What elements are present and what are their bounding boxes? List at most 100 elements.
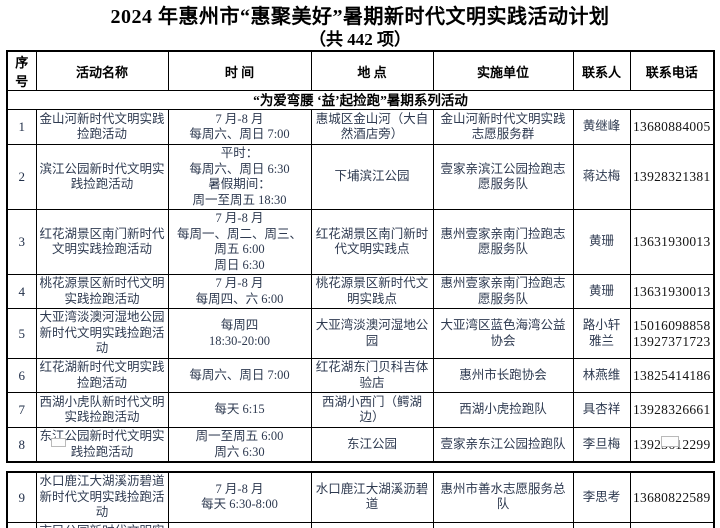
- table-row: 7 西湖小虎队新时代文明实践捡跑活动 每天 6:15 西湖小西门（鳄湖边） 西湖小虎捡跑…: [6, 392, 715, 428]
- table-row: 5 大亚湾淡澳河湿地公园新时代文明实践捡跑活动 每周四 18:30-20:00 大亚湾…: [6, 308, 715, 359]
- cell-place: 下埔滨江公园: [310, 144, 434, 210]
- cell-contact: 林燕维: [572, 358, 631, 393]
- table-row: 9 水口鹿江大湖溪沥碧道新时代文明实践捡跑活动 7 月-8 月 每天 6:30-8:…: [6, 471, 715, 523]
- table-body-continued: 9 水口鹿江大湖溪沥碧道新时代文明实践捡跑活动 7 月-8 月 每天 6:30-8:…: [6, 471, 715, 528]
- cell-phone: 13928358819: [629, 521, 715, 528]
- activity-table-continued: 9 水口鹿江大湖溪沥碧道新时代文明实践捡跑活动 7 月-8 月 每天 6:30-8:…: [6, 471, 715, 528]
- cell-phone: 13923612299: [629, 427, 715, 463]
- cell-time: 每天 18:00-19:30: [167, 521, 312, 528]
- cell-activity-name: 西湖小虎队新时代文明实践捡跑活动: [35, 392, 169, 428]
- cell-unit: 金山河新时代文明实践志愿服务群: [432, 109, 574, 145]
- cell-time: 7 月-8 月 每周四、六 6:00: [167, 274, 312, 309]
- cell-phone: 13631930013: [629, 274, 715, 309]
- cell-phone: 13928326661: [629, 392, 715, 428]
- cell-activity-name: 金山河新时代文明实践捡跑活动: [35, 109, 169, 145]
- cell-time: 周一至周五 6:00 周六 6:30: [167, 427, 312, 463]
- cell-unit: 惠州市长跑协会: [432, 358, 574, 393]
- cell-time: 7 月-8 月 每周一、周二、周三、 周五 6:00 周日 6:30: [167, 209, 312, 275]
- col-header-time: 时 间: [167, 50, 312, 91]
- cell-time: 7 月-8 月 每周六、周日 7:00: [167, 109, 312, 145]
- cell-unit: 西湖小虎捡跑队: [432, 392, 574, 428]
- cell-place: 惠城区金山河（大自然酒店旁）: [310, 109, 434, 145]
- table-row: 2 滨江公园新时代文明实践捡跑活动 平时： 每周六、周日 6:30 暑假期间： 周一…: [6, 144, 715, 210]
- cell-contact: 黄珊: [572, 209, 631, 275]
- cell-contact: 郑晓炀: [572, 521, 631, 528]
- col-header-no: 序号: [6, 50, 37, 91]
- cell-unit: 大亚湾区蓝色海湾公益协会: [432, 308, 574, 359]
- cell-phone: 13631930013: [629, 209, 715, 275]
- header-row: 序号 活动名称 时 间 地 点 实施单位 联系人 联系电话: [6, 50, 715, 91]
- title-line-2: （共 442 项）: [309, 30, 411, 49]
- cell-contact: 蒋达梅: [572, 144, 631, 210]
- cell-contact: 李旦梅: [572, 427, 631, 463]
- col-header-phone: 联系电话: [629, 50, 715, 91]
- title-line-1: 2024 年惠州市“惠聚美好”暑期新时代文明实践活动计划: [110, 6, 610, 28]
- cell-place: 大亚湾淡澳河湿地公园: [310, 308, 434, 359]
- col-header-unit: 实施单位: [432, 50, 574, 91]
- cell-no: 4: [6, 274, 37, 309]
- cell-time: 每周四 18:30-20:00: [167, 308, 312, 359]
- cell-no: 2: [6, 144, 37, 210]
- cell-contact: 黄继峰: [572, 109, 631, 145]
- cell-time: 每天 6:15: [167, 392, 312, 428]
- table-row: 8 东江公园新时代文明实践捡跑活动 周一至周五 6:00 周六 6:30 东江公园 壹家…: [6, 427, 715, 463]
- table-body-main: 1 金山河新时代文明实践捡跑活动 7 月-8 月 每周六、周日 7:00 惠城区金山河…: [6, 109, 715, 463]
- cell-activity-name: 红花湖新时代文明实践捡跑活动: [35, 358, 169, 393]
- selection-handle-artifact: [661, 436, 679, 447]
- table-row: 4 桃花源景区新时代文明实践捡跑活动 7 月-8 月 每周四、六 6:00 桃花源景区…: [6, 274, 715, 309]
- cell-no: 5: [6, 308, 37, 359]
- table-split-gap: [0, 463, 720, 471]
- cell-no: 9: [6, 471, 37, 523]
- cell-no: 7: [6, 392, 37, 428]
- cell-unit: 惠州壹家亲南门捡跑志愿服务队: [432, 274, 574, 309]
- cell-phone: 13680884005: [629, 109, 715, 145]
- section-header: “为爱弯腰 ‘益’起捡跑”暑期系列活动: [6, 90, 715, 110]
- cell-unit: 星天使艺术志愿服务队: [432, 521, 574, 528]
- cell-place: 水口鹿江大湖溪沥碧道: [310, 471, 434, 523]
- cell-unit: 惠州市善水志愿服务总队: [432, 471, 574, 523]
- cell-unit: 惠州壹家亲南门捡跑志愿服务队: [432, 209, 574, 275]
- cell-no: 1: [6, 109, 37, 145]
- cell-place: 桃花源景区新时代文明实践点: [310, 274, 434, 309]
- cell-time: 平时： 每周六、周日 6:30 暑假期间： 周一至周五 18:30: [167, 144, 312, 210]
- cell-unit: 壹家亲东江公园捡跑队: [432, 427, 574, 463]
- table-row: 10市民公园新时代文明实践捡跑活动每天 18:00-19:30市民公园星天使艺术…: [6, 521, 715, 528]
- table-row: 6 红花湖新时代文明实践捡跑活动 每周六、周日 7:00 红花湖东门贝科吉体验店 惠州市…: [6, 358, 715, 393]
- cell-place: 红花湖景区南门新时代文明实践点: [310, 209, 434, 275]
- cell-time: 7 月-8 月 每天 6:30-8:00: [167, 471, 312, 523]
- table-row: 1 金山河新时代文明实践捡跑活动 7 月-8 月 每周六、周日 7:00 惠城区金山河…: [6, 109, 715, 145]
- col-header-name: 活动名称: [35, 50, 169, 91]
- cell-place: 东江公园: [310, 427, 434, 463]
- cell-unit: 壹家亲滨江公园捡跑志愿服务队: [432, 144, 574, 210]
- cell-activity-name: 水口鹿江大湖溪沥碧道新时代文明实践捡跑活动: [35, 471, 169, 523]
- cell-time: 每周六、周日 7:00: [167, 358, 312, 393]
- cell-contact: 路小轩 雅兰: [572, 308, 631, 359]
- cell-activity-name: 桃花源景区新时代文明实践捡跑活动: [35, 274, 169, 309]
- cell-phone: 13928321381: [629, 144, 715, 210]
- section-header-row: “为爱弯腰 ‘益’起捡跑”暑期系列活动: [6, 90, 715, 110]
- col-header-contact: 联系人: [572, 50, 631, 91]
- selection-handle-artifact: [51, 438, 66, 447]
- cell-activity-name: 市民公园新时代文明实践捡跑活动: [35, 521, 169, 528]
- cell-activity-name: 红花湖景区南门新时代文明实践捡跑活动: [35, 209, 169, 275]
- cell-activity-name: 滨江公园新时代文明实践捡跑活动: [35, 144, 169, 210]
- cell-phone: 13825414186: [629, 358, 715, 393]
- cell-no: 3: [6, 209, 37, 275]
- cell-no: 8: [6, 427, 37, 463]
- document-title: 2024 年惠州市“惠聚美好”暑期新时代文明实践活动计划 （共 442 项）: [0, 0, 720, 50]
- cell-phone: 15016098858 13927371723: [629, 308, 715, 359]
- cell-no: 10: [6, 521, 37, 528]
- cell-contact: 黄珊: [572, 274, 631, 309]
- cell-place: 市民公园: [310, 521, 434, 528]
- cell-contact: 具杏祥: [572, 392, 631, 428]
- cell-no: 6: [6, 358, 37, 393]
- activity-table-main: 序号 活动名称 时 间 地 点 实施单位 联系人 联系电话 “为爱弯腰 ‘益’起…: [6, 50, 715, 463]
- cell-activity-name: 大亚湾淡澳河湿地公园新时代文明实践捡跑活动: [35, 308, 169, 359]
- cell-place: 西湖小西门（鳄湖边）: [310, 392, 434, 428]
- cell-contact: 李思考: [572, 471, 631, 523]
- cell-place: 红花湖东门贝科吉体验店: [310, 358, 434, 393]
- cell-phone: 13680822589: [629, 471, 715, 523]
- col-header-place: 地 点: [310, 50, 434, 91]
- table-row: 3 红花湖景区南门新时代文明实践捡跑活动 7 月-8 月 每周一、周二、周三、 周五…: [6, 209, 715, 275]
